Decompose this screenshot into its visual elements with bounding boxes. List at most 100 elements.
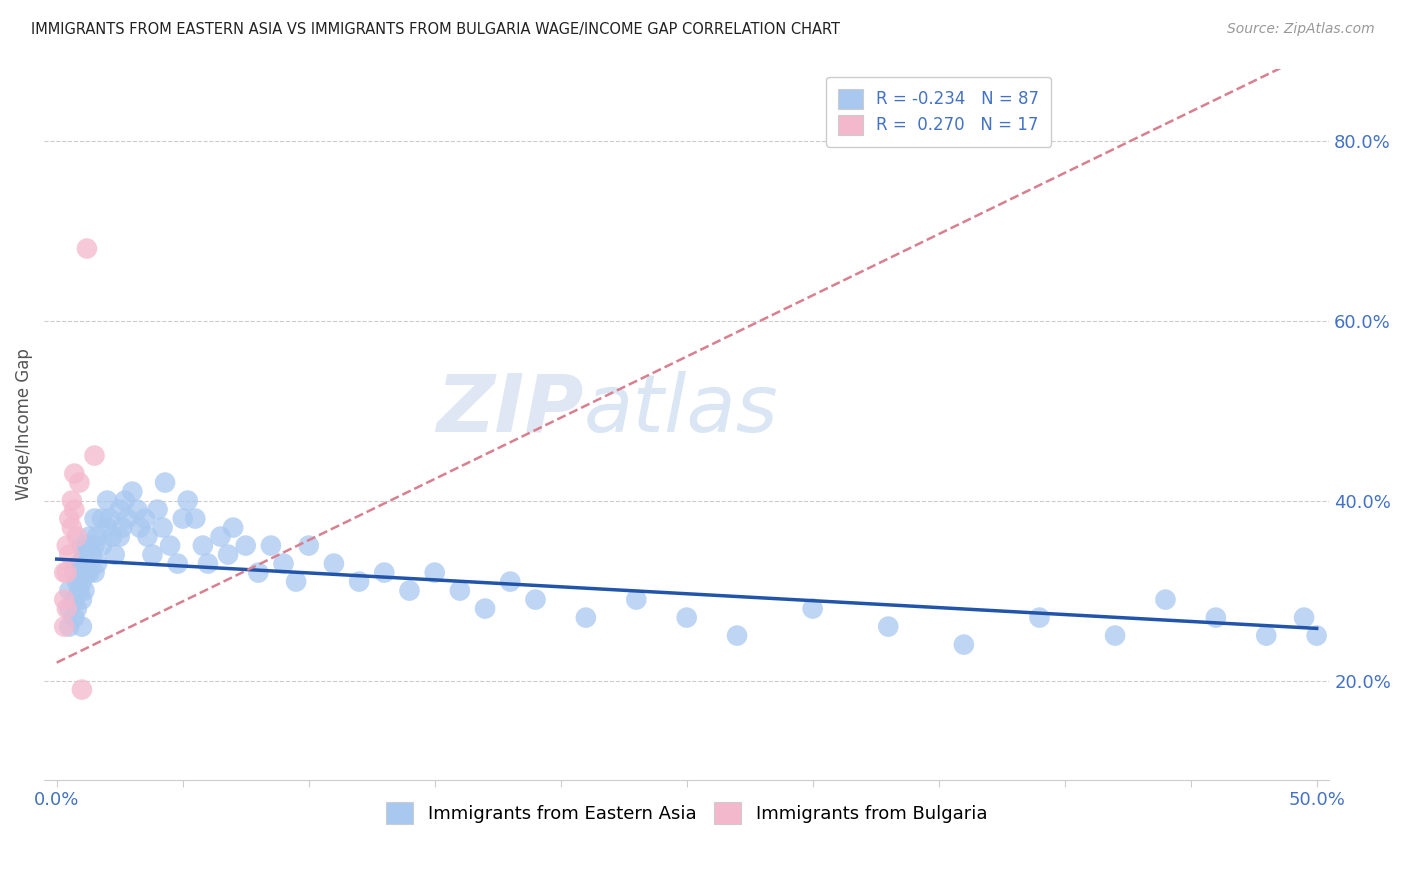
Point (1205, 610, 1227, 624)
Point (104, 548, 127, 562)
Point (298, 539, 321, 553)
Point (73, 548, 96, 562)
Point (222, 520, 245, 534)
Point (322, 557, 344, 571)
Point (184, 511, 207, 525)
Point (67, 583, 90, 598)
Point (86, 530, 108, 544)
Point (53, 619, 76, 633)
Point (76, 566, 98, 580)
Point (58, 548, 80, 562)
Point (73, 583, 96, 598)
Point (96, 520, 118, 534)
Point (235, 539, 257, 553)
Point (58, 619, 80, 633)
Point (70, 619, 93, 633)
Point (260, 539, 283, 553)
Point (83, 449, 105, 463)
Point (58, 511, 80, 525)
Point (66, 601, 89, 615)
Text: ZIP: ZIP (436, 371, 583, 449)
Point (53, 592, 76, 607)
Point (67, 557, 90, 571)
Point (877, 619, 900, 633)
Point (70, 682, 93, 697)
Point (56, 539, 79, 553)
Point (285, 574, 308, 589)
Point (67, 475, 90, 490)
Point (398, 583, 420, 598)
Point (63, 610, 86, 624)
Point (101, 530, 124, 544)
Point (675, 610, 697, 624)
Point (217, 548, 239, 562)
Point (159, 539, 181, 553)
Point (474, 601, 496, 615)
Point (128, 520, 150, 534)
Point (152, 520, 174, 534)
Point (76, 242, 98, 256)
Point (197, 557, 219, 571)
Point (91, 539, 114, 553)
Point (70, 539, 93, 553)
Point (449, 583, 471, 598)
Point (134, 511, 156, 525)
Point (114, 493, 136, 508)
Point (91, 511, 114, 525)
Point (86, 557, 108, 571)
Point (96, 493, 118, 508)
Point (83, 539, 105, 553)
Point (80, 548, 103, 562)
Text: Source: ZipAtlas.com: Source: ZipAtlas.com (1227, 22, 1375, 37)
Point (177, 493, 200, 508)
Point (953, 638, 976, 652)
Point (1154, 592, 1177, 607)
Point (66, 574, 89, 589)
Point (76, 539, 98, 553)
Point (98, 511, 121, 525)
Y-axis label: Wage/Income Gap: Wage/Income Gap (15, 348, 32, 500)
Point (153, 475, 176, 490)
Point (209, 530, 232, 544)
Point (136, 530, 159, 544)
Point (83, 511, 105, 525)
Point (53, 566, 76, 580)
Point (79, 566, 101, 580)
Point (373, 566, 395, 580)
Point (1256, 629, 1278, 643)
Point (1104, 629, 1126, 643)
Point (63, 502, 86, 516)
Point (56, 566, 79, 580)
Point (191, 539, 214, 553)
Point (127, 502, 149, 516)
Point (1292, 610, 1315, 624)
Point (1028, 610, 1050, 624)
Text: IMMIGRANTS FROM EASTERN ASIA VS IMMIGRANTS FROM BULGARIA WAGE/INCOME GAP CORRELA: IMMIGRANTS FROM EASTERN ASIA VS IMMIGRAN… (31, 22, 839, 37)
Point (63, 467, 86, 481)
Point (108, 502, 131, 516)
Point (499, 574, 522, 589)
Point (575, 610, 598, 624)
Point (70, 557, 93, 571)
Point (66, 530, 89, 544)
Legend: Immigrants from Eastern Asia, Immigrants from Bulgaria: Immigrants from Eastern Asia, Immigrants… (375, 791, 998, 835)
Point (166, 557, 188, 571)
Point (58, 583, 80, 598)
Point (141, 548, 163, 562)
Point (70, 592, 93, 607)
Point (146, 502, 169, 516)
Text: atlas: atlas (583, 371, 779, 449)
Point (58, 601, 80, 615)
Point (79, 530, 101, 544)
Point (801, 601, 824, 615)
Point (111, 520, 134, 534)
Point (1305, 629, 1327, 643)
Point (423, 566, 446, 580)
Point (63, 566, 86, 580)
Point (524, 592, 547, 607)
Point (117, 511, 139, 525)
Point (60, 520, 83, 534)
Point (63, 592, 86, 607)
Point (60, 493, 83, 508)
Point (83, 566, 105, 580)
